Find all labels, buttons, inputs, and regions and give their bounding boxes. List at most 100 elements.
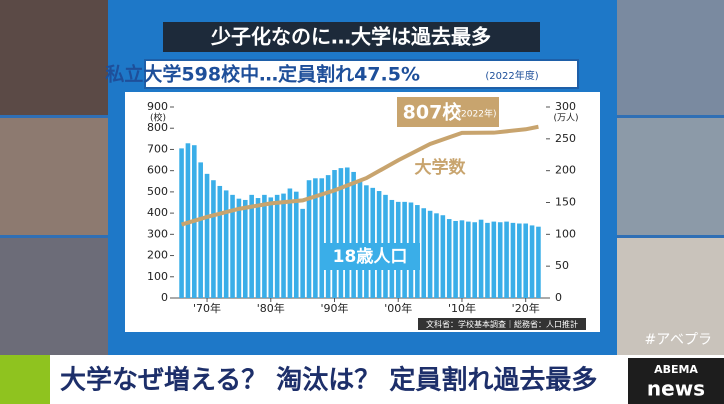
subtitle: 私立大学598校中…定員割れ47.5% [105, 63, 420, 86]
y-tick-label: 200 [147, 249, 168, 262]
bar [357, 179, 363, 298]
bar [472, 222, 478, 298]
x-tick-label: '10年 [448, 301, 476, 315]
y2-tick-label: 200 [555, 164, 576, 177]
person-panel [0, 238, 108, 355]
label-box [320, 243, 420, 270]
bar [504, 221, 509, 298]
bar [249, 194, 254, 298]
y-tick-label: 500 [147, 185, 168, 198]
logo-bottom: news [647, 377, 705, 401]
y2-tick-label: 50 [555, 259, 569, 272]
bar [293, 191, 299, 298]
bar [313, 178, 318, 298]
bar [300, 208, 305, 298]
logo-top: ABEMA [654, 363, 698, 376]
person-panel [0, 118, 108, 235]
y-tick-label: 300 [147, 227, 168, 240]
series-label: 18歳人口 [333, 246, 408, 267]
x-tick-label: '00年 [384, 301, 412, 315]
bar [453, 220, 458, 298]
bar [223, 190, 229, 298]
caption-bar [0, 355, 724, 404]
bar [536, 226, 541, 298]
bar [230, 194, 235, 298]
y-tick-label: 700 [147, 142, 168, 155]
y-tick-label: 800 [147, 121, 168, 134]
bar [497, 222, 503, 298]
series-label: 大学数 [415, 157, 467, 178]
chart-title: 少子化なのに…大学は過去最多 [210, 25, 491, 49]
bar [517, 223, 522, 298]
bar [262, 194, 267, 298]
bar [478, 219, 484, 298]
bar [217, 185, 223, 298]
bar [274, 194, 280, 298]
y-tick-label: 900 [147, 100, 168, 113]
y2-tick-label: 300 [555, 100, 576, 113]
bar [268, 197, 274, 298]
y2-tick-label: 250 [555, 132, 576, 145]
y-tick-label: 400 [147, 206, 168, 219]
bar [198, 162, 203, 298]
annotation-box [397, 97, 499, 127]
bar [236, 198, 242, 298]
title-bar [163, 22, 540, 52]
bar [211, 180, 216, 298]
source-box [418, 318, 586, 330]
y2-tick-label: 100 [555, 227, 576, 240]
bar [459, 220, 465, 298]
bar [325, 175, 331, 298]
annotation: 807校 [403, 101, 463, 124]
bar [529, 225, 535, 298]
y2-axis-label: (万人) [553, 113, 578, 124]
bar [491, 221, 497, 298]
bar [351, 171, 356, 298]
plot: 0 100 200 300 400 500 600 700 800 900 0 50 100 150 200… [147, 97, 586, 330]
bar [434, 213, 439, 298]
y2-tick-label: 0 [555, 291, 562, 304]
y-tick-label: 0 [161, 291, 168, 304]
x-tick-label: '80年 [257, 301, 285, 315]
bar [306, 180, 312, 298]
bar [446, 219, 452, 298]
bar [523, 223, 528, 298]
person-panel [617, 118, 724, 235]
bar [421, 208, 427, 298]
bar [332, 170, 337, 298]
bar [466, 221, 471, 298]
y-axis-label: (校) [150, 112, 166, 124]
bar [370, 187, 376, 298]
bar [242, 199, 248, 298]
y2-tick-label: 150 [555, 196, 576, 209]
y-tick-label: 600 [147, 164, 168, 177]
annotation: (2022年) [458, 108, 497, 120]
bar [485, 222, 490, 298]
bar [427, 210, 433, 298]
bar [287, 188, 293, 298]
caption-icon [0, 355, 50, 404]
bar [204, 173, 210, 298]
bar [440, 215, 446, 298]
person-panel [617, 0, 724, 115]
x-tick-label: '70年 [193, 301, 221, 315]
bar [510, 222, 516, 298]
x-tick-label: '20年 [512, 301, 540, 315]
logo-box [628, 358, 724, 404]
line [180, 124, 539, 227]
source: 文科省：学校基本調査｜総務省：人口推計 [426, 319, 578, 329]
x-tick-label: '90年 [320, 301, 348, 315]
bar [255, 198, 261, 298]
person-panel [617, 238, 724, 355]
person-panel [0, 0, 108, 115]
subtitle-box [144, 59, 579, 89]
bar [364, 185, 369, 298]
caption: 大学なぜ増える？ 淘汰は？ 定員割れ過去最多 [60, 365, 597, 396]
hashtag: #アベプラ [645, 332, 712, 348]
y-tick-label: 100 [147, 270, 168, 283]
bar [281, 193, 286, 298]
bar [344, 167, 350, 298]
bar [319, 178, 325, 298]
subtitle-note: (2022年度) [485, 69, 538, 82]
